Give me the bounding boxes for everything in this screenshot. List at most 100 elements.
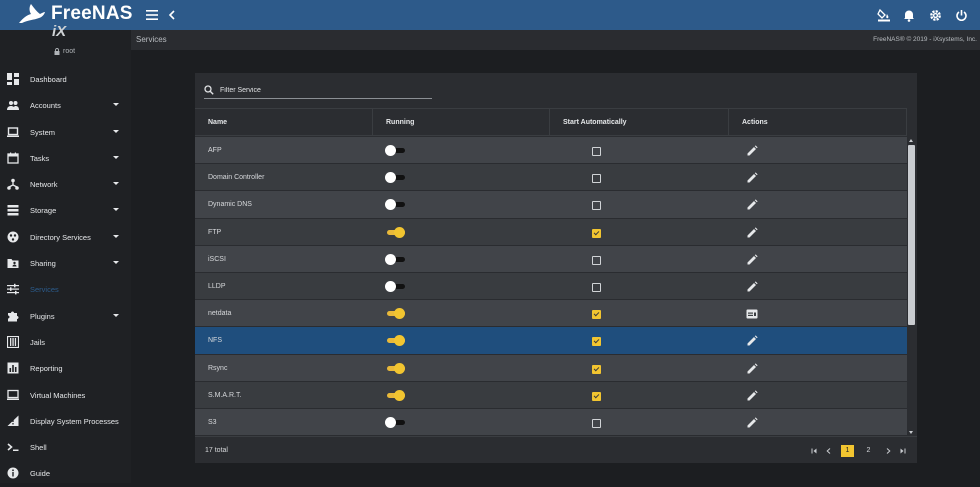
notifications-button[interactable] bbox=[900, 6, 918, 24]
table-body: AFP Domain Controller Dynamic DNS FTP iSCSI L… bbox=[195, 137, 907, 436]
service-name: netdata bbox=[208, 310, 232, 318]
column-header-name[interactable]: Name bbox=[195, 109, 373, 136]
sidebar-item-dashboard[interactable]: Dashboard bbox=[0, 66, 131, 92]
running-toggle[interactable] bbox=[385, 145, 405, 156]
breadcrumb-bar: Services FreeNAS® © 2019 - iXsystems, In… bbox=[131, 30, 980, 50]
sidebar-item-services[interactable]: Services bbox=[0, 276, 131, 302]
running-toggle[interactable] bbox=[385, 253, 405, 265]
toggle-track bbox=[387, 175, 405, 181]
last-page-icon bbox=[900, 448, 905, 453]
edit-icon[interactable] bbox=[746, 226, 758, 239]
column-header-running[interactable]: Running bbox=[373, 109, 550, 136]
start-automatically-checkbox[interactable] bbox=[592, 419, 601, 428]
service-name: Rsync bbox=[208, 364, 228, 372]
edit-icon[interactable] bbox=[746, 335, 758, 347]
sidebar-item-plugins[interactable]: Plugins bbox=[0, 303, 131, 329]
edit-icon[interactable] bbox=[746, 145, 758, 157]
sidebar-item-shell[interactable]: Shell bbox=[0, 434, 131, 460]
edit-icon[interactable] bbox=[746, 281, 758, 293]
running-toggle[interactable] bbox=[385, 417, 405, 428]
running-toggle[interactable] bbox=[385, 281, 405, 292]
edit-icon[interactable] bbox=[746, 417, 758, 429]
freenas-logo[interactable]: FreeNAS bbox=[18, 3, 133, 25]
page-1-button[interactable]: 1 bbox=[841, 444, 854, 457]
running-toggle[interactable] bbox=[385, 308, 405, 320]
page-2-button[interactable]: 2 bbox=[866, 447, 871, 454]
start-automatically-checkbox[interactable] bbox=[592, 174, 601, 184]
next-page-button[interactable] bbox=[883, 445, 893, 457]
collapse-sidebar-button[interactable] bbox=[163, 6, 181, 24]
sidebar-item-label: Sharing bbox=[30, 259, 56, 269]
table-row[interactable]: NFS bbox=[195, 327, 907, 355]
laptop-icon bbox=[7, 126, 19, 137]
start-automatically-checkbox[interactable] bbox=[592, 337, 601, 347]
start-automatically-checkbox[interactable] bbox=[592, 255, 601, 265]
table-row[interactable]: Domain Controller bbox=[195, 164, 907, 192]
sidebar-nav: Dashboard Accounts System Tasks Network Stora… bbox=[0, 66, 131, 487]
table-row[interactable]: S.M.A.R.T. bbox=[195, 381, 907, 409]
running-toggle[interactable] bbox=[385, 362, 405, 374]
table-scrollbar[interactable] bbox=[907, 137, 916, 436]
start-automatically-checkbox[interactable] bbox=[592, 228, 601, 238]
start-automatically-checkbox[interactable] bbox=[592, 201, 601, 211]
settings-button[interactable] bbox=[926, 6, 944, 24]
sidebar-item-label: Jails bbox=[30, 337, 46, 347]
start-automatically-checkbox[interactable] bbox=[592, 310, 601, 320]
table-row[interactable]: Dynamic DNS bbox=[195, 191, 907, 219]
search-icon bbox=[204, 85, 214, 95]
edit-icon[interactable] bbox=[746, 390, 758, 402]
table-row[interactable]: S3 bbox=[195, 409, 907, 436]
table-row[interactable]: Rsync bbox=[195, 354, 907, 382]
table-row[interactable]: LLDP bbox=[195, 273, 907, 301]
running-toggle[interactable] bbox=[385, 226, 405, 238]
sidebar-item-system[interactable]: System bbox=[0, 119, 131, 145]
sidebar-item-storage[interactable]: Storage bbox=[0, 197, 131, 223]
start-automatically-checkbox[interactable] bbox=[592, 391, 601, 401]
sidebar-item-accounts[interactable]: Accounts bbox=[0, 92, 131, 118]
edit-icon[interactable] bbox=[746, 362, 758, 375]
sidebar-item-tasks[interactable]: Tasks bbox=[0, 145, 131, 171]
power-button[interactable] bbox=[952, 6, 970, 24]
first-page-button[interactable] bbox=[809, 445, 819, 457]
sidebar-item-reporting[interactable]: Reporting bbox=[0, 355, 131, 381]
sidebar-item-sharing[interactable]: Sharing bbox=[0, 250, 131, 276]
dashboard-icon bbox=[7, 73, 19, 85]
start-automatically-checkbox[interactable] bbox=[592, 147, 601, 156]
theme-button[interactable] bbox=[875, 6, 893, 24]
sidebar-item-network[interactable]: Network bbox=[0, 171, 131, 197]
previous-page-button[interactable] bbox=[823, 445, 833, 457]
scrollbar-thumb[interactable] bbox=[908, 145, 915, 325]
running-toggle[interactable] bbox=[385, 389, 405, 401]
menu-toggle-button[interactable] bbox=[143, 6, 161, 24]
start-automatically-checkbox[interactable] bbox=[592, 283, 601, 292]
sidebar-item-label: Display System Processes bbox=[30, 416, 119, 426]
scroll-down-arrow-icon[interactable] bbox=[909, 431, 913, 434]
sidebar-item-label: Accounts bbox=[30, 101, 61, 111]
running-toggle[interactable] bbox=[385, 335, 405, 347]
edit-icon[interactable] bbox=[746, 172, 758, 184]
start-automatically-checkbox[interactable] bbox=[592, 364, 601, 374]
sidebar-item-guide[interactable]: Guide bbox=[0, 460, 131, 486]
edit-icon[interactable] bbox=[746, 199, 758, 211]
filter-service-input[interactable] bbox=[220, 85, 430, 96]
toggle-track bbox=[387, 420, 405, 425]
table-row[interactable]: netdata bbox=[195, 300, 907, 328]
breadcrumb[interactable]: Services bbox=[136, 35, 167, 44]
chevron-down-icon bbox=[113, 103, 119, 107]
table-row[interactable]: iSCSI bbox=[195, 245, 907, 273]
sidebar-item-display-system-processes[interactable]: Display System Processes bbox=[0, 408, 131, 434]
column-header-start-automatically[interactable]: Start Automatically bbox=[550, 109, 729, 136]
sidebar-item-virtual-machines[interactable]: Virtual Machines bbox=[0, 382, 131, 408]
table-row[interactable]: AFP bbox=[195, 137, 907, 165]
last-page-button[interactable] bbox=[897, 445, 907, 457]
running-toggle[interactable] bbox=[385, 172, 405, 184]
scroll-up-arrow-icon[interactable] bbox=[909, 139, 913, 142]
toggle-track bbox=[387, 256, 405, 262]
table-row[interactable]: FTP bbox=[195, 218, 907, 246]
edit-icon[interactable] bbox=[746, 254, 758, 266]
sidebar-item-jails[interactable]: Jails bbox=[0, 329, 131, 355]
running-toggle[interactable] bbox=[385, 199, 405, 211]
sidebar-item-directory-services[interactable]: Directory Services bbox=[0, 224, 131, 250]
web-icon[interactable] bbox=[746, 308, 758, 320]
service-name: AFP bbox=[208, 147, 222, 154]
